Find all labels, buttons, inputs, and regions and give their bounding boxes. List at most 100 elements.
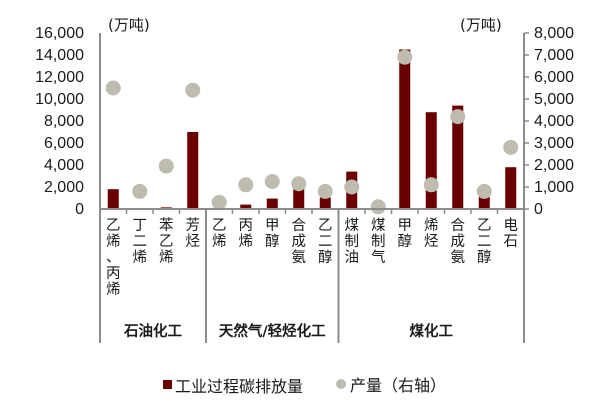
left-tick-label: 4,000 (44, 157, 84, 174)
category-label: 丙烯 (239, 218, 254, 250)
output-point (397, 49, 413, 65)
output-point (291, 176, 307, 192)
left-tick-label: 12,000 (35, 69, 84, 86)
category-label: 合成氨 (292, 217, 307, 266)
right-tick-label: 0 (534, 201, 543, 218)
svg-text:制: 制 (371, 233, 386, 250)
svg-text:丙: 丙 (106, 266, 121, 282)
svg-text:乙: 乙 (159, 234, 174, 250)
svg-text:烯: 烯 (159, 249, 174, 266)
category-label: 甲醇 (265, 218, 280, 250)
right-tick-label: 2,000 (534, 157, 574, 174)
svg-text:醇: 醇 (398, 233, 413, 250)
svg-text:烃: 烃 (186, 233, 201, 250)
dot-swatch-icon (336, 379, 347, 389)
svg-text:合: 合 (292, 217, 307, 234)
svg-text:烯: 烯 (239, 233, 254, 250)
category-label: 乙烯、丙烯 (106, 218, 121, 298)
svg-text:电: 电 (504, 217, 519, 234)
legend: 工业过程碳排放量 产量（右轴） (0, 372, 609, 397)
bar-series (107, 49, 517, 209)
svg-text:烯: 烯 (133, 249, 148, 266)
category-label: 苯乙烯 (159, 217, 174, 266)
svg-text:烯: 烯 (424, 217, 439, 234)
left-tick-label: 14,000 (35, 47, 84, 64)
output-point (211, 194, 227, 210)
legend-item-emissions: 工业过程碳排放量 (162, 373, 303, 397)
left-axis: 0 2,000 4,000 6,000 8,000 10,000 12,000 14,000 1… (35, 25, 101, 218)
category-label: 合成氨 (451, 217, 466, 266)
category-label: 乙二醇 (477, 218, 492, 266)
svg-text:烃: 烃 (424, 233, 439, 250)
svg-text:油: 油 (345, 249, 360, 266)
right-tick-label: 5,000 (534, 91, 574, 108)
svg-text:芳: 芳 (186, 217, 201, 234)
svg-text:气: 气 (371, 249, 386, 266)
output-point (185, 82, 201, 98)
svg-text:成: 成 (292, 233, 307, 250)
svg-text:乙: 乙 (106, 218, 121, 234)
svg-text:氨: 氨 (451, 249, 466, 266)
right-tick-label: 6,000 (534, 69, 574, 86)
output-point (132, 183, 148, 199)
emission-bar (478, 196, 490, 209)
left-tick-label: 2,000 (44, 179, 84, 196)
svg-text:甲: 甲 (265, 218, 280, 234)
category-label: 电石 (504, 217, 519, 250)
group-label: 天然气/轻烃化工 (219, 322, 326, 340)
svg-text:甲: 甲 (398, 218, 413, 234)
svg-text:醇: 醇 (265, 233, 280, 250)
svg-text:乙: 乙 (318, 218, 333, 234)
svg-text:乙: 乙 (212, 218, 227, 234)
emission-bar (293, 185, 305, 209)
output-point (344, 179, 360, 195)
right-tick-label: 8,000 (534, 25, 574, 42)
svg-text:丁: 丁 (133, 218, 148, 234)
output-point (450, 109, 466, 125)
right-tick-label: 4,000 (534, 113, 574, 130)
svg-text:、: 、 (106, 250, 121, 266)
right-axis: 0 1,000 2,000 3,000 4,000 5,000 6,000 7,000 8,00… (523, 25, 574, 218)
svg-text:烯: 烯 (106, 233, 121, 250)
category-label: 乙二醇 (318, 218, 333, 266)
scatter-series (105, 49, 519, 215)
svg-text:苯: 苯 (159, 217, 174, 234)
left-tick-label: 6,000 (44, 135, 84, 152)
emission-bar (266, 198, 278, 209)
output-point (423, 177, 439, 193)
svg-text:煤: 煤 (345, 217, 360, 234)
emission-bar (399, 49, 411, 209)
emission-bar (187, 132, 199, 209)
left-tick-label: 10,000 (35, 91, 84, 108)
legend-label-emissions: 工业过程碳排放量 (174, 376, 303, 396)
category-label: 丁二烯 (133, 218, 148, 266)
svg-text:二: 二 (477, 234, 492, 250)
emission-bar (425, 112, 437, 209)
svg-text:丙: 丙 (239, 218, 254, 234)
category-labels: 乙烯、丙烯丁二烯苯乙烯芳烃乙烯丙烯甲醇合成氨乙二醇煤制油煤制气甲醇烯烃合成氨乙二… (106, 217, 518, 298)
category-label: 芳烃 (186, 217, 201, 250)
svg-text:醇: 醇 (318, 249, 333, 266)
right-tick-label: 7,000 (534, 47, 574, 64)
right-tick-label: 1,000 (534, 179, 574, 196)
group-label: 石油化工 (123, 322, 182, 340)
svg-text:氨: 氨 (292, 249, 307, 266)
output-point (105, 80, 121, 96)
svg-text:烯: 烯 (212, 233, 227, 250)
svg-text:煤: 煤 (371, 217, 386, 234)
svg-text:乙: 乙 (477, 218, 492, 234)
group-label: 煤化工 (410, 322, 454, 340)
category-label: 煤制气 (371, 217, 386, 266)
left-tick-label: 8,000 (44, 113, 84, 130)
svg-text:成: 成 (451, 233, 466, 250)
category-label: 甲醇 (398, 218, 413, 250)
category-label: 乙烯 (212, 218, 227, 250)
output-point (503, 139, 519, 155)
svg-text:合: 合 (451, 217, 466, 234)
svg-text:烯: 烯 (106, 281, 121, 298)
bar-swatch-icon (162, 380, 172, 389)
x-axis (99, 208, 525, 343)
emission-bar (107, 189, 119, 209)
emission-bar (319, 197, 331, 209)
